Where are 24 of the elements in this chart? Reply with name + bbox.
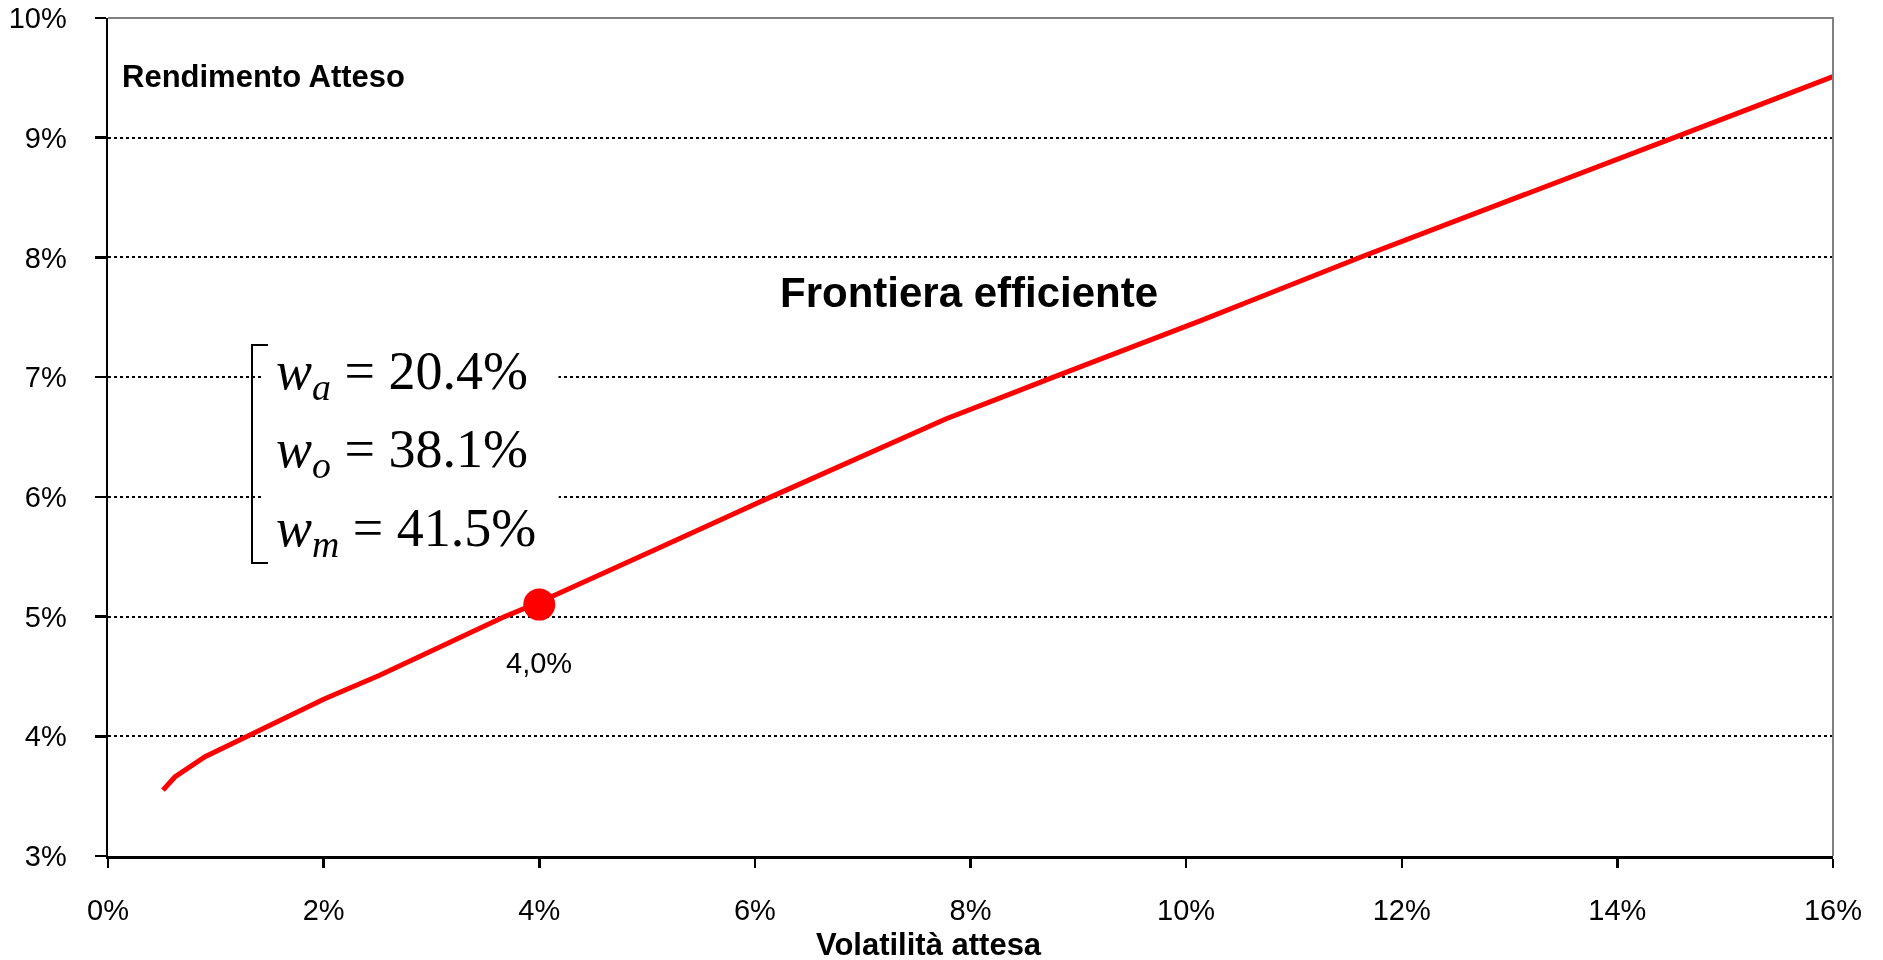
x-tick-label: 4% [518, 894, 561, 927]
x-tick-label: 2% [302, 894, 345, 927]
annotation: w$_{o}$ = 38.1% [276, 419, 528, 487]
y-tick-label: 3% [24, 840, 67, 873]
y-tick-label: 4% [24, 720, 67, 753]
x-axis-title: Volatilità attesa [816, 927, 1042, 960]
y-tick-label: 10% [8, 2, 67, 35]
y-tick-label: 8% [24, 241, 67, 274]
x-tick-label: 16% [1803, 894, 1863, 927]
annotation: 4,0% [506, 647, 573, 679]
x-tick-label: 6% [733, 894, 776, 927]
y-tick-label: 6% [24, 481, 67, 514]
x-tick-label: 12% [1372, 894, 1431, 927]
y-axis-title: Rendimento Atteso [122, 59, 406, 94]
y-tick-label: 9% [24, 121, 67, 154]
x-tick-label: 10% [1157, 894, 1216, 927]
annotation: w$_{m}$ = 41.5% [276, 498, 537, 566]
x-tick-label: 0% [87, 894, 129, 927]
y-tick-label: 7% [24, 361, 67, 394]
y-tick-label: 5% [24, 600, 67, 633]
x-tick-label: 8% [949, 894, 992, 927]
annotation: w$_{a}$ = 20.4% [276, 341, 528, 409]
x-tick-label: 14% [1588, 894, 1647, 927]
series-label: Frontiera efficiente [780, 269, 1159, 316]
